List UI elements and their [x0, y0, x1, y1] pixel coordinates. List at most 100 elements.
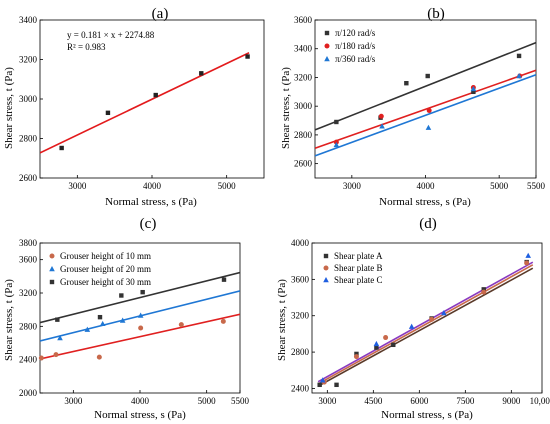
y-axis-label: Shear stress, t (Pa) — [280, 67, 292, 149]
legend-marker — [324, 56, 330, 62]
fit-line — [317, 267, 534, 387]
data-point — [425, 73, 430, 79]
fit-r-squared: R² = 0.983 — [67, 42, 106, 52]
data-point — [319, 377, 326, 383]
y-axis-label: Shear stress, t (Pa) — [3, 67, 15, 149]
data-point — [221, 277, 227, 282]
data-point — [426, 107, 432, 113]
fit-line — [315, 69, 536, 150]
y-axis-label: Shear stress, t (Pa) — [3, 279, 15, 361]
fit-line — [315, 73, 536, 157]
data-point — [441, 310, 447, 316]
data-point — [137, 312, 144, 318]
legend-label: π/360 rad/s — [335, 54, 376, 64]
y-tick-label: 4000 — [291, 238, 310, 248]
x-tick-label: 7500 — [456, 396, 475, 406]
y-tick-label: 2000 — [19, 388, 38, 398]
y-tick-label: 3600 — [19, 255, 38, 265]
data-point — [245, 54, 250, 59]
y-tick-label: 2600 — [294, 159, 313, 169]
x-tick-label: 4000 — [417, 181, 436, 191]
panel-label: (b) — [427, 6, 445, 22]
legend: Grouser height of 10 mm Grouser height of… — [49, 251, 151, 287]
panel-label: (d) — [419, 216, 437, 232]
legend-marker — [324, 43, 330, 49]
legend-marker — [49, 266, 55, 272]
data-point — [353, 354, 359, 360]
y-tick-label: 2800 — [294, 130, 313, 140]
plot-area: 3000 4500 6000 7500 9000 10,000 2400 2800 3200 36… — [291, 238, 550, 406]
legend-marker — [323, 277, 329, 283]
x-tick-label: 5500 — [231, 396, 250, 406]
x-tick-label: 4500 — [364, 396, 383, 406]
fit-equation: y = 0.181 × x + 2274.88 — [67, 30, 155, 40]
data-point — [470, 85, 477, 92]
data-point — [178, 322, 184, 328]
data-point — [378, 113, 384, 119]
legend-label: Shear plate C — [334, 275, 383, 285]
y-tick-label: 3800 — [19, 238, 38, 248]
x-tick-label: 5000 — [218, 181, 237, 191]
data-point — [333, 141, 340, 148]
x-tick-label: 4000 — [143, 181, 162, 191]
data-point — [408, 323, 415, 329]
x-axis-label: Normal stress, s (Pa) — [94, 409, 186, 421]
data-point — [38, 355, 44, 361]
data-point — [59, 145, 64, 151]
legend: Shear plate A Shear plate B Shear plate C — [323, 251, 383, 285]
legend-label: Grouser height of 10 mm — [60, 251, 151, 261]
y-tick-label: 3200 — [291, 311, 310, 321]
x-tick-label: 5500 — [527, 181, 546, 191]
panel-d: (d) 3000 4500 6000 7500 9000 10,000 2400 2800 32… — [276, 216, 550, 421]
data-point — [119, 293, 124, 298]
fit-line — [40, 52, 250, 154]
y-tick-label: 2600 — [19, 173, 38, 183]
x-axis-label: Normal stress, s (Pa) — [379, 196, 471, 208]
data-point — [481, 289, 487, 295]
panel-c: (c) 3000 4000 5000 5500 2000 2400 2800 3200 3600… — [3, 216, 250, 421]
x-tick-label: 5000 — [198, 396, 217, 406]
data-point — [199, 71, 204, 76]
plot-area: 3000 4000 5000 2600 2800 3000 3200 3400 — [19, 15, 265, 191]
data-point — [57, 335, 63, 341]
y-tick-label: 3400 — [294, 44, 313, 54]
data-point — [140, 289, 145, 295]
data-point — [383, 335, 389, 341]
y-tick-label: 3200 — [19, 288, 38, 298]
data-point — [516, 73, 522, 79]
panel-label: (c) — [140, 216, 157, 232]
plot-area: 3000 4000 5000 5500 2000 2400 2800 3200 3600 3800 — [19, 238, 250, 406]
data-point — [374, 345, 379, 350]
data-point — [96, 354, 102, 360]
legend-label: Shear plate A — [334, 251, 383, 261]
data-point — [404, 81, 409, 86]
panel-label: (a) — [152, 6, 169, 22]
data-point — [53, 352, 59, 358]
legend-label: Grouser height of 20 mm — [60, 264, 151, 274]
y-axis-label: Shear stress, t (Pa) — [276, 279, 288, 361]
panel-b: (b) 3000 4000 5000 5500 2600 2800 3000 3200 3400… — [280, 6, 546, 208]
y-tick-label: 3000 — [19, 94, 38, 104]
data-point — [481, 287, 486, 292]
legend-marker — [49, 279, 55, 285]
x-tick-label: 3000 — [68, 181, 87, 191]
data-point — [334, 382, 339, 388]
y-tick-label: 2400 — [291, 383, 310, 393]
data-point — [97, 314, 103, 320]
y-tick-label: 3600 — [291, 274, 310, 284]
data-point — [334, 119, 339, 125]
y-tick-label: 2800 — [291, 347, 310, 357]
fit-line — [315, 41, 536, 131]
x-tick-label: 3000 — [343, 181, 362, 191]
x-tick-label: 5000 — [490, 181, 509, 191]
data-point — [471, 89, 476, 95]
y-tick-label: 2800 — [19, 321, 38, 331]
legend-marker — [324, 30, 330, 36]
data-point — [429, 316, 435, 322]
fit-line — [317, 261, 534, 383]
data-point — [119, 317, 126, 323]
data-point — [55, 317, 60, 322]
y-tick-label: 2400 — [19, 355, 38, 365]
data-point — [373, 340, 380, 347]
legend-label: Grouser height of 30 mm — [60, 277, 151, 287]
